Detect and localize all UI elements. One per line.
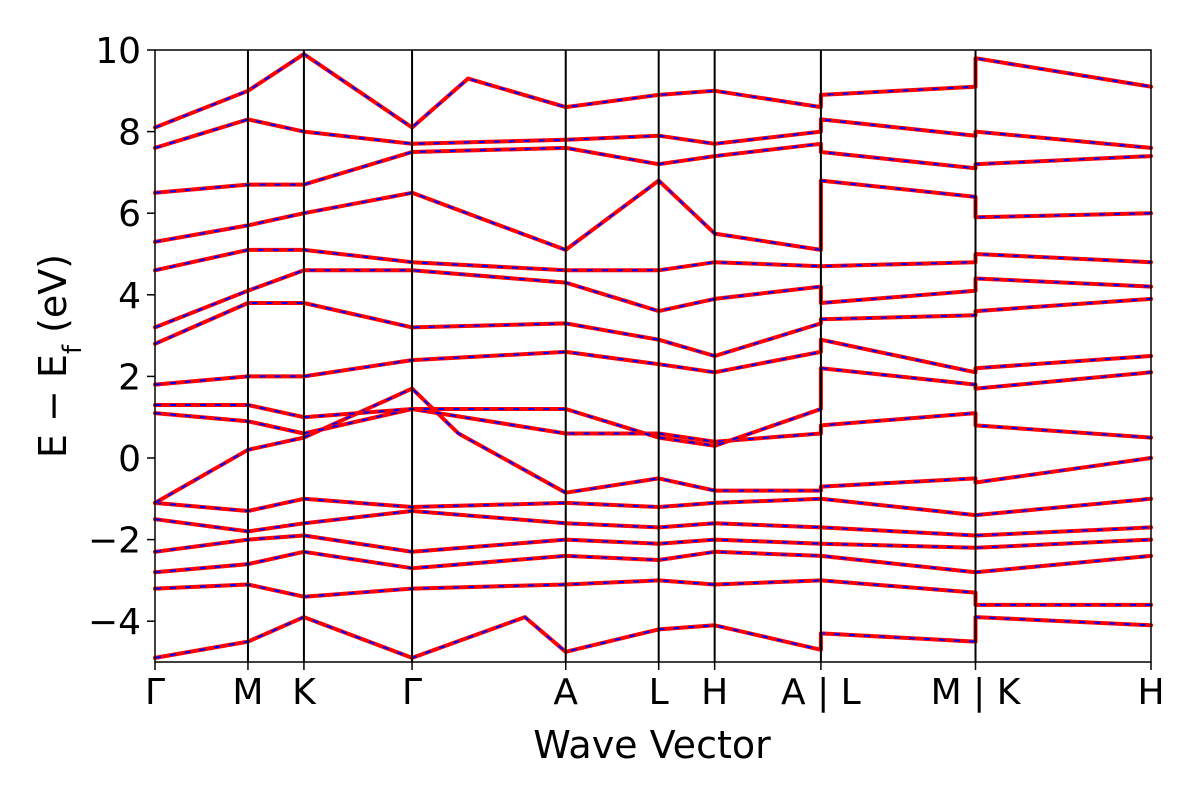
x-axis-title: Wave Vector: [533, 723, 771, 767]
plot-frame: [154, 49, 1152, 663]
x-tick-label: L: [649, 672, 669, 713]
y-axis-title: E − Ef (eV): [31, 254, 88, 458]
y-axis-title-main: E − E: [31, 354, 75, 458]
x-tick-label: A: [553, 672, 578, 713]
y-tick-label: 10: [95, 31, 141, 72]
y-axis-title-subscript: f: [58, 344, 88, 354]
band-line-dashed: [154, 534, 1152, 553]
x-tick-label: A | L: [781, 672, 861, 713]
x-tick-label: Γ: [145, 672, 165, 713]
x-tick-label: M: [232, 672, 263, 713]
y-tick-label: −4: [88, 602, 141, 643]
band-line-dashed: [154, 142, 1152, 194]
y-axis: −4 −2 0 2 4 6 8 10: [88, 31, 155, 643]
y-axis-title-unit: (eV): [31, 254, 75, 333]
x-tick-label: H: [701, 672, 728, 713]
y-tick-label: 4: [118, 276, 141, 317]
x-tick-label: M | K: [931, 672, 1022, 713]
y-tick-label: 8: [118, 113, 141, 154]
band-line-dashed: [154, 510, 1152, 537]
x-tick-label: K: [292, 672, 317, 713]
x-tick-label: H: [1137, 672, 1164, 713]
band-line-dashed: [154, 497, 1152, 517]
band-line-dashed: [154, 550, 1152, 574]
y-tick-label: 0: [118, 439, 141, 480]
y-tick-label: 2: [118, 357, 141, 398]
y-tick-label: −2: [88, 521, 141, 562]
x-tick-label: Γ: [402, 672, 422, 713]
high-symmetry-dividers: [246, 50, 977, 662]
y-tick-label: 6: [118, 194, 141, 235]
